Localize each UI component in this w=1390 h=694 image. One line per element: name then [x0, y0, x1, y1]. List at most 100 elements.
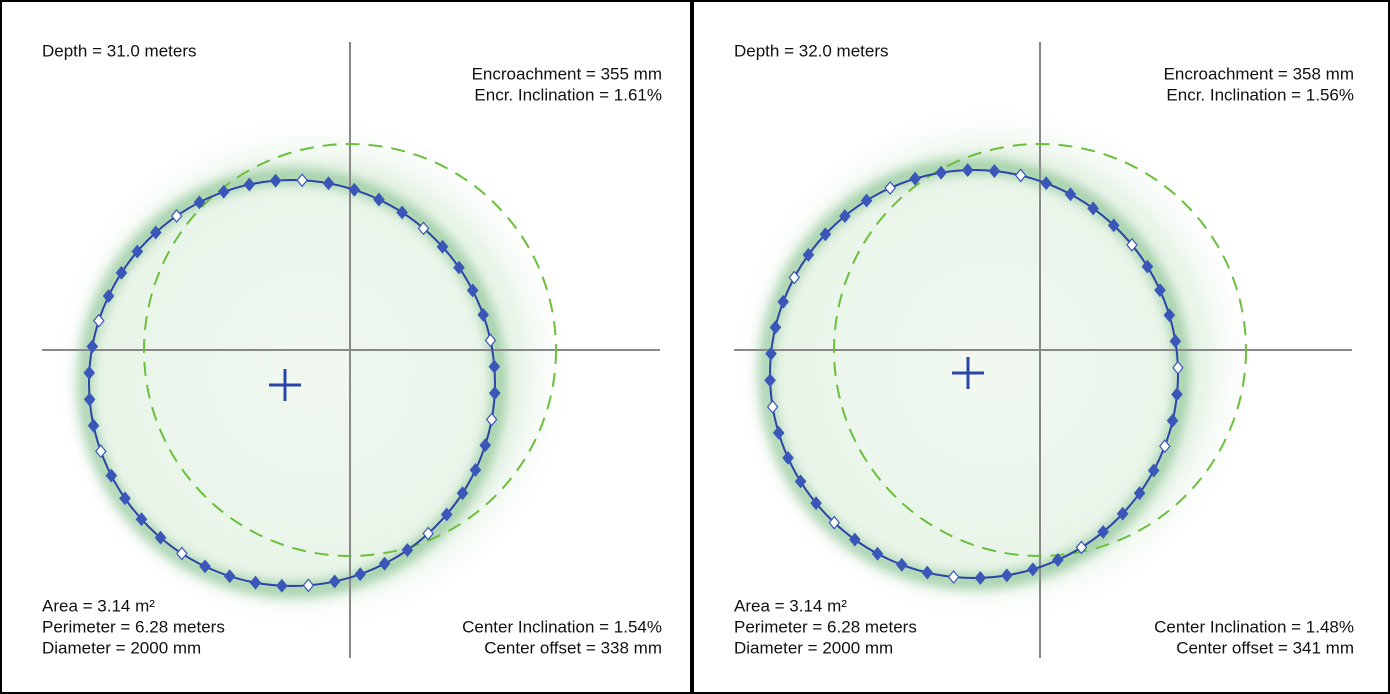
- scan-point: [417, 221, 430, 236]
- scan-point: [810, 496, 822, 511]
- scan-point: [1141, 259, 1154, 274]
- scan-point: [102, 289, 115, 303]
- reference-circle: [143, 143, 557, 557]
- scan-point: [86, 339, 99, 354]
- scan-point: [764, 373, 776, 388]
- scan-point: [456, 486, 469, 501]
- scan-point: [150, 225, 162, 240]
- scan-point: [469, 463, 482, 477]
- scan-point: [1159, 439, 1171, 454]
- scan-point: [176, 546, 188, 561]
- scan-point: [243, 177, 256, 192]
- scan-point: [782, 450, 794, 465]
- scan-point: [485, 412, 498, 427]
- scan-point: [974, 570, 987, 585]
- scan-point: [1171, 387, 1183, 402]
- scan-point: [135, 512, 148, 527]
- scan-point: [1147, 463, 1160, 478]
- scan-point: [1169, 334, 1182, 349]
- center-marker: [952, 357, 984, 389]
- diameter-label: Diameter = 2000 mm: [734, 638, 893, 657]
- area-label: Area = 3.14 m²: [734, 596, 847, 615]
- depth-label: Depth = 32.0 meters: [734, 41, 889, 60]
- scan-point: [249, 575, 262, 590]
- scan-point: [1163, 308, 1176, 323]
- scan-point: [83, 392, 96, 407]
- scan-point: [769, 320, 782, 335]
- scan-point: [1087, 201, 1099, 216]
- scan-point: [322, 176, 335, 191]
- scan-point: [1107, 218, 1120, 233]
- scan-point: [269, 173, 282, 188]
- scan-point: [988, 164, 1001, 178]
- scan-point: [1126, 237, 1138, 252]
- scan-point: [453, 260, 465, 275]
- scan-point: [860, 193, 873, 208]
- scan-point: [765, 346, 777, 361]
- scan-point: [884, 181, 896, 195]
- scan-point: [1154, 283, 1166, 298]
- scan-point: [348, 182, 361, 197]
- scan-point: [1172, 360, 1184, 375]
- scan-point: [276, 578, 288, 593]
- scan-point: [154, 530, 167, 545]
- scan-point: [328, 574, 341, 589]
- scan-point: [921, 565, 934, 580]
- scan-point: [849, 532, 861, 547]
- scan-point: [1075, 540, 1088, 555]
- scan-point: [83, 365, 96, 380]
- scan-point: [440, 507, 453, 522]
- scan-point: [436, 239, 449, 254]
- scan-point: [777, 294, 789, 309]
- scan-point: [839, 209, 851, 224]
- encr-inclination-label: Encr. Inclination = 1.61%: [474, 85, 662, 104]
- encr-inclination-label: Encr. Inclination = 1.56%: [1166, 85, 1354, 104]
- scan-point: [354, 567, 366, 582]
- scan-point: [396, 205, 408, 220]
- scan-point: [896, 557, 908, 572]
- scan-point: [828, 515, 841, 530]
- scan-point: [788, 270, 801, 285]
- scan-point: [131, 244, 144, 259]
- scan-point: [119, 491, 131, 506]
- scan-point: [170, 209, 183, 223]
- scan-point: [115, 265, 128, 280]
- scan-point: [1097, 524, 1109, 539]
- center-offset-label: Center offset = 341 mm: [1176, 638, 1354, 657]
- scan-point: [95, 444, 107, 459]
- scan-point: [1064, 187, 1077, 202]
- encroachment-label: Encroachment = 358 mm: [1164, 64, 1354, 83]
- scan-point: [218, 184, 230, 199]
- scan-point: [193, 195, 206, 210]
- scan-panel: Depth = 32.0 meters Encroachment = 358 mm…: [692, 0, 1390, 694]
- scan-point: [93, 313, 105, 328]
- center-offset-label: Center offset = 338 mm: [484, 638, 662, 657]
- scan-point: [466, 283, 479, 298]
- scan-point: [802, 247, 815, 262]
- scan-point: [1133, 486, 1146, 501]
- scan-point: [378, 556, 391, 571]
- scan-point: [1001, 568, 1013, 583]
- scan-point: [401, 543, 414, 557]
- center-inclination-label: Center Inclination = 1.54%: [462, 617, 662, 636]
- scan-point: [87, 418, 100, 433]
- scan-point: [1116, 506, 1129, 521]
- perimeter-label: Perimeter = 6.28 meters: [734, 617, 917, 636]
- scan-point: [1027, 562, 1039, 577]
- depth-label: Depth = 31.0 meters: [42, 41, 197, 60]
- scan-point: [961, 163, 974, 178]
- scan-point: [223, 569, 236, 584]
- encroachment-label: Encroachment = 355 mm: [472, 64, 662, 83]
- scan-point: [1166, 413, 1179, 428]
- scan-point: [488, 359, 501, 374]
- scan-point: [484, 333, 497, 348]
- scan-point: [296, 173, 308, 188]
- scan-point: [479, 438, 491, 453]
- scan-point: [935, 165, 947, 180]
- scan-point: [422, 526, 434, 541]
- diameter-label: Diameter = 2000 mm: [42, 638, 201, 657]
- scan-point: [766, 399, 779, 414]
- scan-point: [871, 546, 884, 561]
- scan-ring: [78, 169, 506, 597]
